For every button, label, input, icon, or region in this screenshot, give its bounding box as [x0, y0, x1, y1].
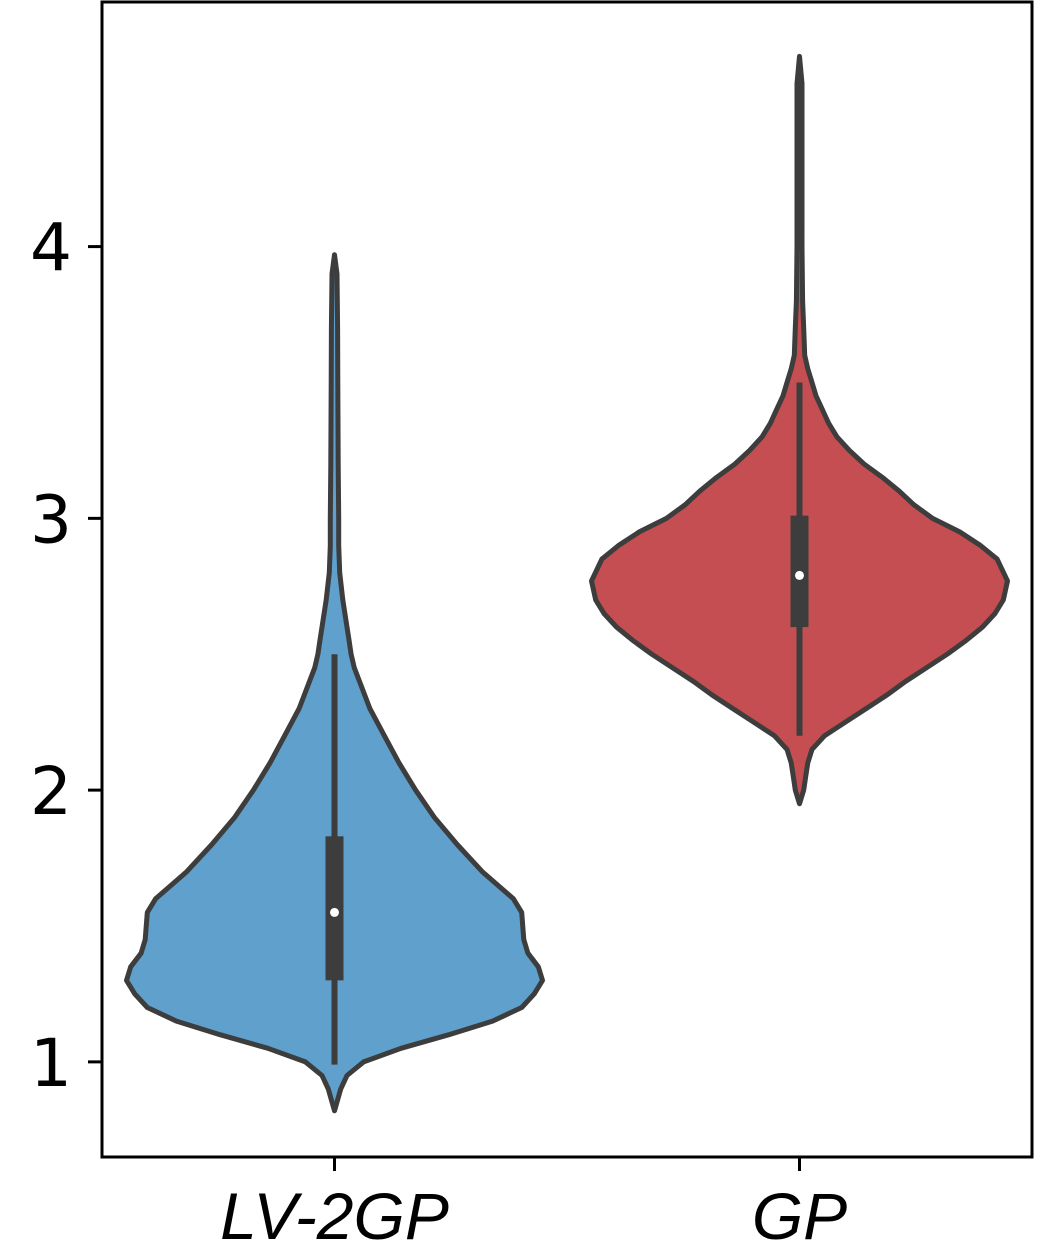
- violin-lv-2gp: [124, 252, 545, 1114]
- y-tick-label-3: 3: [30, 481, 72, 558]
- x-tick-label-lv-2gp: LV-2GP: [220, 1179, 449, 1250]
- y-tick-label-4: 4: [30, 210, 72, 287]
- violin-gp: [589, 53, 1010, 807]
- x-axis: LV-2GP GP: [220, 1157, 847, 1253]
- y-axis: 1 2 3 4: [30, 210, 102, 1102]
- x-tick-label-gp: GP: [752, 1179, 847, 1250]
- violins-layer: [124, 53, 1010, 1114]
- median-point-gp: [795, 570, 804, 580]
- y-tick-label-2: 2: [30, 753, 72, 830]
- median-point-lv-2gp: [330, 907, 339, 917]
- y-tick-label-1: 1: [30, 1025, 72, 1102]
- plot-frame: [100, 0, 1034, 1159]
